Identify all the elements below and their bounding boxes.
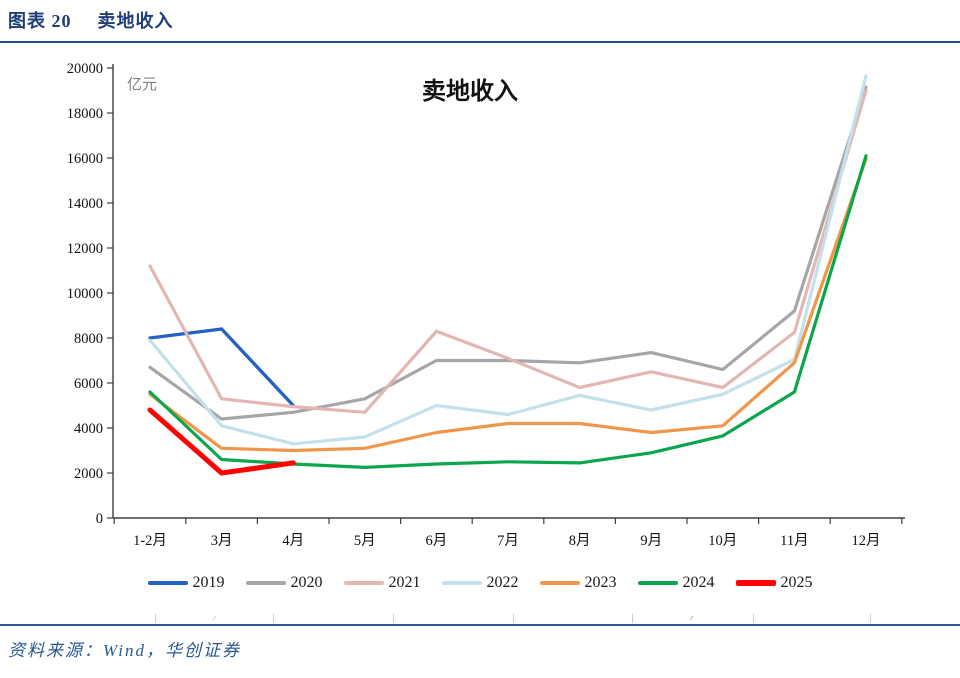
- legend-item-2019: 2019: [147, 574, 225, 592]
- y-tick-label: 2000: [74, 466, 103, 482]
- footer-divider: [0, 624, 960, 626]
- series-line-2021: [148, 88, 868, 414]
- series-line-2023: [148, 157, 868, 453]
- y-tick-label: 6000: [74, 376, 103, 392]
- x-tick-label: 7月: [497, 533, 519, 549]
- legend-swatch-2021: [343, 581, 384, 585]
- header-divider: [0, 41, 960, 43]
- legend-label: 2020: [290, 574, 323, 591]
- y-tick-label: 10000: [67, 286, 103, 302]
- x-tick-label: 9月: [640, 533, 662, 549]
- legend-item-2024: 2024: [637, 574, 715, 592]
- x-tick-label: 12月: [852, 533, 881, 549]
- legend-label: 2023: [584, 574, 617, 591]
- ruler-mark: [685, 616, 694, 620]
- legend-label: 2024: [682, 574, 715, 591]
- figure-label: 图表 20: [8, 11, 72, 31]
- ruler-tick: [513, 614, 514, 623]
- figure-header: 图表 20 卖地收入: [8, 7, 174, 33]
- x-tick-label: 8月: [569, 533, 591, 549]
- y-tick-label: 16000: [67, 151, 103, 167]
- ruler-tick: [273, 614, 274, 623]
- y-tick-label: 4000: [74, 421, 103, 437]
- series-line-2022: [148, 74, 868, 446]
- x-tick-label: 4月: [282, 533, 304, 549]
- chart-title: 卖地收入: [422, 78, 518, 105]
- ruler-tick: [753, 614, 754, 623]
- ruler-tick: [870, 614, 871, 623]
- source-note: 资料来源：Wind，华创证券: [8, 641, 241, 660]
- legend-label: 2019: [192, 574, 225, 591]
- legend-item-2021: 2021: [343, 574, 421, 592]
- y-unit-label: 亿元: [127, 76, 157, 93]
- legend-item-2022: 2022: [441, 574, 519, 592]
- legend-label: 2021: [388, 574, 421, 591]
- y-tick-label: 0: [96, 511, 103, 527]
- legend-swatch-2023: [539, 581, 580, 585]
- ruler-mark: [208, 616, 217, 620]
- y-tick-label: 8000: [74, 331, 103, 347]
- x-tick-label: 5月: [354, 533, 376, 549]
- ruler-tick: [393, 614, 394, 623]
- ruler-tick: [632, 614, 633, 623]
- series-line-2020: [148, 85, 868, 421]
- legend-label: 2025: [780, 574, 813, 591]
- y-tick-label: 18000: [67, 106, 103, 122]
- x-tick-label: 11月: [780, 533, 808, 549]
- chart-legend: 2019 2020 2021 2022 2023 2024 2025: [0, 574, 960, 592]
- legend-swatch-2024: [637, 581, 678, 585]
- series-line-2025: [147, 407, 296, 476]
- line-chart: 0 2000 4000 6000 8000 10000 12000 14000 16000 180…: [0, 55, 960, 560]
- x-tick-label: 1-2月: [133, 533, 167, 549]
- legend-swatch-2020: [245, 581, 286, 585]
- legend-item-2023: 2023: [539, 574, 617, 592]
- legend-item-2020: 2020: [245, 574, 323, 592]
- ruler-tick: [155, 614, 156, 623]
- legend-swatch-2022: [441, 581, 482, 585]
- figure-header-title: 卖地收入: [97, 11, 174, 31]
- legend-swatch-2019: [147, 581, 188, 585]
- series-line-2019: [148, 327, 295, 408]
- legend-item-2025: 2025: [735, 574, 813, 592]
- legend-swatch-2025: [735, 580, 776, 586]
- y-tick-label: 20000: [67, 61, 103, 77]
- series-line-2024: [148, 154, 868, 469]
- chart-canvas: 0 2000 4000 6000 8000 10000 12000 14000 16000 180…: [67, 61, 905, 549]
- y-tick-label: 12000: [67, 241, 103, 257]
- y-tick-label: 14000: [67, 196, 103, 212]
- page-ruler-ticks: [0, 612, 960, 624]
- x-tick-label: 10月: [708, 533, 737, 549]
- x-tick-label: 3月: [211, 533, 233, 549]
- x-tick-label: 6月: [426, 533, 448, 549]
- legend-label: 2022: [486, 574, 519, 591]
